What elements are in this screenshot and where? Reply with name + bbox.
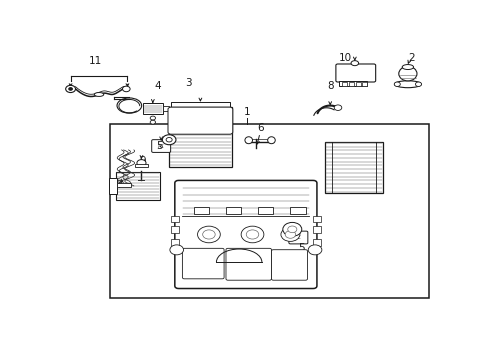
FancyBboxPatch shape (335, 64, 375, 82)
Bar (171, 239, 178, 246)
Bar (258, 207, 273, 214)
Bar (117, 183, 131, 187)
Bar (342, 82, 346, 86)
Ellipse shape (394, 81, 420, 88)
Bar (169, 107, 231, 167)
Ellipse shape (350, 61, 358, 66)
FancyBboxPatch shape (271, 250, 307, 280)
Circle shape (68, 87, 72, 90)
Bar (163, 106, 169, 111)
Circle shape (287, 226, 296, 233)
Circle shape (202, 230, 215, 239)
Circle shape (162, 135, 176, 145)
Text: 11: 11 (88, 56, 102, 66)
Bar (193, 207, 208, 214)
Text: AC: AC (158, 144, 164, 149)
Bar (338, 81, 366, 86)
Ellipse shape (398, 67, 416, 81)
FancyBboxPatch shape (168, 107, 232, 134)
FancyBboxPatch shape (225, 248, 271, 280)
Bar (312, 226, 320, 233)
Circle shape (150, 120, 155, 124)
Bar (290, 207, 305, 214)
Bar (355, 82, 360, 86)
Text: 10: 10 (338, 53, 351, 63)
Circle shape (307, 245, 321, 255)
FancyBboxPatch shape (175, 180, 316, 288)
Circle shape (169, 245, 183, 255)
Text: 1: 1 (243, 107, 250, 117)
Circle shape (246, 230, 258, 239)
Bar (362, 82, 366, 86)
Circle shape (333, 105, 341, 111)
Circle shape (241, 226, 264, 243)
Circle shape (122, 86, 130, 92)
Circle shape (197, 226, 220, 243)
Ellipse shape (267, 137, 275, 144)
FancyBboxPatch shape (151, 140, 170, 152)
Text: 2: 2 (407, 53, 414, 63)
Circle shape (415, 82, 421, 86)
Bar (116, 172, 159, 200)
Circle shape (285, 231, 295, 238)
Text: 7: 7 (116, 180, 123, 190)
Ellipse shape (244, 137, 252, 144)
Bar (171, 216, 178, 222)
Bar (142, 103, 163, 114)
Text: 8: 8 (326, 81, 333, 91)
Bar (312, 216, 320, 222)
Bar (324, 141, 383, 193)
Text: 6: 6 (256, 123, 263, 133)
Ellipse shape (94, 93, 103, 96)
Circle shape (65, 85, 75, 93)
Bar (134, 164, 148, 167)
Circle shape (280, 228, 299, 242)
Text: 3: 3 (184, 78, 191, 89)
Circle shape (150, 116, 155, 120)
Bar (225, 207, 241, 214)
Bar (312, 239, 320, 246)
Text: 5: 5 (298, 243, 305, 253)
Circle shape (137, 159, 146, 166)
Ellipse shape (401, 64, 413, 69)
Bar (110, 123, 428, 298)
Circle shape (166, 138, 172, 142)
Bar (109, 177, 117, 194)
Bar (171, 226, 178, 233)
Circle shape (282, 222, 301, 236)
Bar (348, 82, 353, 86)
Text: 5: 5 (156, 141, 163, 151)
Text: 4: 4 (154, 81, 161, 91)
Text: AC: AC (294, 235, 301, 240)
Circle shape (393, 82, 400, 86)
Text: 9: 9 (139, 156, 145, 166)
Ellipse shape (117, 98, 142, 113)
Bar (169, 108, 230, 134)
FancyBboxPatch shape (182, 248, 224, 279)
FancyBboxPatch shape (288, 231, 307, 244)
